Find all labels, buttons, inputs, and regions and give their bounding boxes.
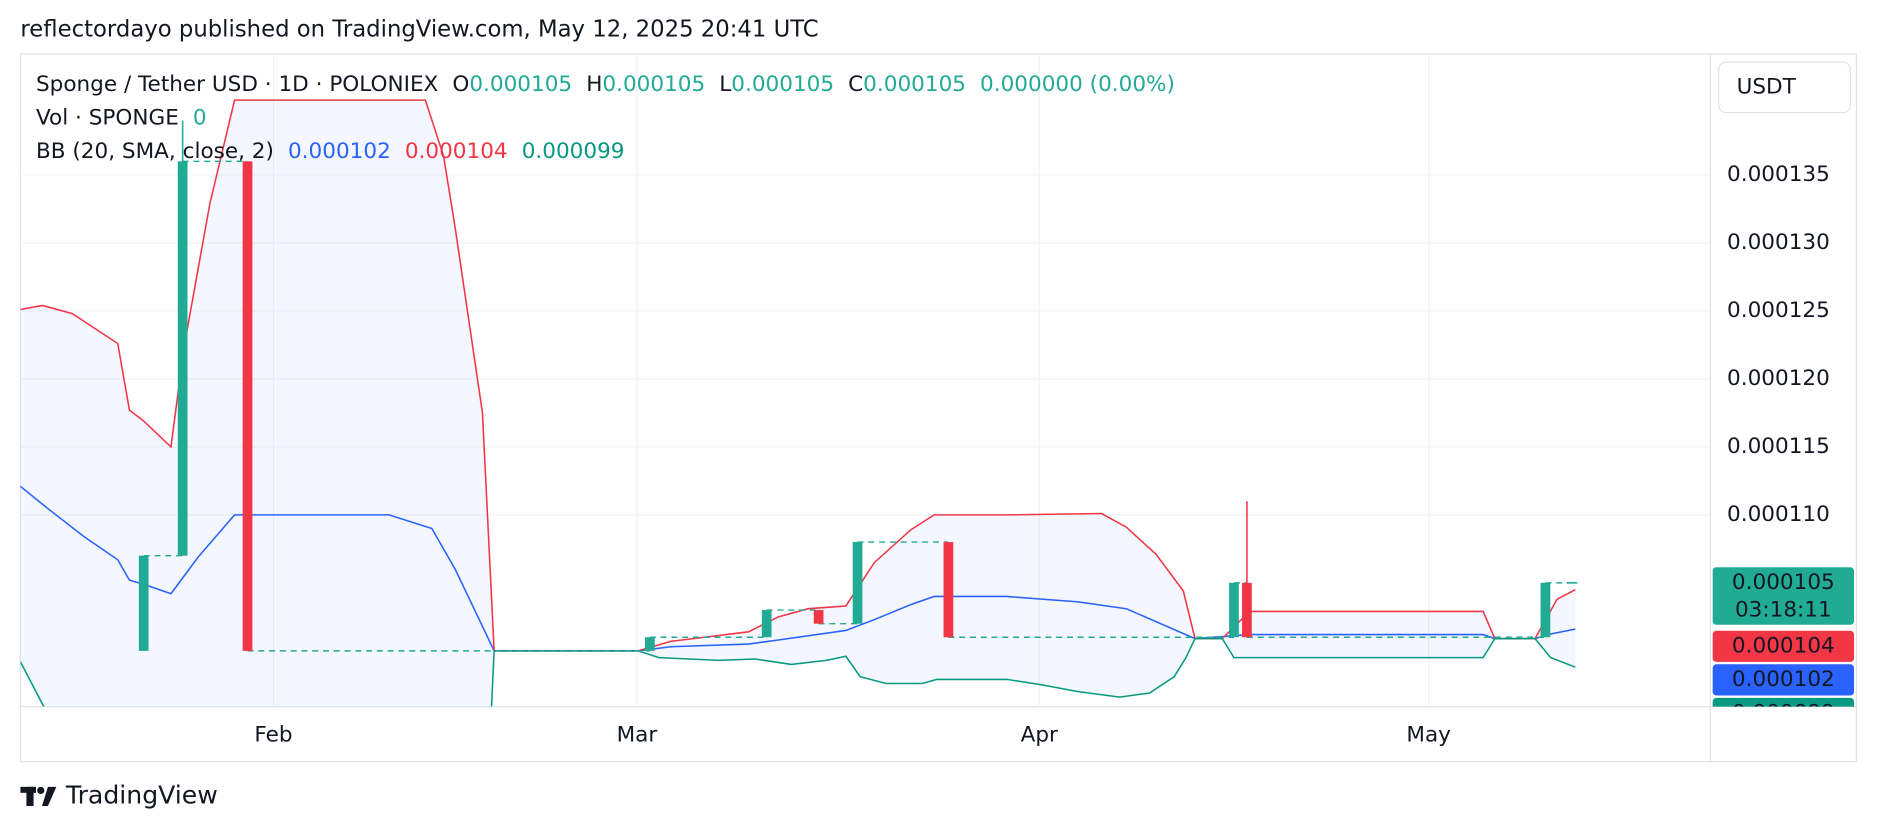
ohlc-label: O <box>452 72 469 97</box>
currency-button[interactable] <box>1718 61 1852 114</box>
volume-legend: Vol · SPONGE 0 <box>36 106 207 131</box>
volume-value: 0 <box>193 106 207 131</box>
brand-logo <box>20 786 57 807</box>
band-price-box <box>1712 697 1854 707</box>
band-price-box <box>1712 664 1854 696</box>
publish-info: reflectordayo published on TradingView.c… <box>20 16 818 42</box>
y-tick-label: 0.000110 <box>1727 502 1830 527</box>
indicator-value: 0.000104 <box>405 139 508 164</box>
ohlc-label: L <box>719 72 731 97</box>
candle-body <box>645 637 655 651</box>
indicator-legend: BB (20, SMA, close, 2) 0.000102 0.000104… <box>36 139 625 164</box>
y-tick-label: 0.000120 <box>1727 366 1830 391</box>
candle-body <box>1540 582 1551 638</box>
symbol-legend: Sponge / Tether USD · 1D · POLONIEX O0.0… <box>36 72 1175 97</box>
candle-body <box>1229 582 1239 638</box>
currency-label: USDT <box>1737 74 1797 99</box>
x-tick-label: Mar <box>617 722 658 747</box>
candle-body <box>242 161 253 651</box>
ohlc-value: 0.000105 <box>731 72 834 97</box>
x-tick-label: May <box>1406 722 1451 747</box>
change-value: 0.000000 (0.00%) <box>980 72 1175 97</box>
y-tick-label: 0.000125 <box>1727 298 1830 323</box>
band-price-label: 0.000102 <box>1732 667 1835 692</box>
chart-frame <box>19 53 1857 763</box>
indicator-value: 0.000099 <box>522 139 625 164</box>
brand-name: TradingView <box>65 780 218 809</box>
band-fill <box>20 100 1576 707</box>
candle-body <box>177 161 188 556</box>
ohlc-label: H <box>586 72 602 97</box>
candle-body <box>943 542 954 638</box>
candle-body <box>813 610 824 624</box>
candle-body <box>1242 582 1252 638</box>
band-price-label: 0.000099 <box>1732 700 1835 725</box>
last-price-box <box>1712 567 1854 625</box>
x-tick-label: Feb <box>254 722 292 747</box>
countdown-label: 03:18:11 <box>1735 597 1832 622</box>
band-price-label: 0.000104 <box>1732 633 1835 658</box>
indicator-value: 0.000102 <box>288 139 391 164</box>
last-price-label: 0.000105 <box>1732 570 1835 595</box>
band-price-box <box>1712 630 1854 662</box>
y-tick-label: 0.000130 <box>1727 230 1830 255</box>
y-tick-label: 0.000115 <box>1727 434 1830 459</box>
indicator-name: BB (20, SMA, close, 2) <box>36 139 274 164</box>
candle-body <box>761 610 772 638</box>
ohlc-value: 0.000105 <box>469 72 572 97</box>
y-tick-label: 0.000135 <box>1727 162 1830 187</box>
volume-name: Vol · SPONGE <box>36 106 179 131</box>
ohlc-value: 0.000105 <box>863 72 966 97</box>
x-tick-label: Apr <box>1021 722 1058 747</box>
ohlc-label: C <box>848 72 863 97</box>
candle-body <box>138 555 149 651</box>
ohlc-value: 0.000105 <box>602 72 705 97</box>
symbol-title: Sponge / Tether USD · 1D · POLONIEX <box>36 72 439 97</box>
band-line <box>20 637 1576 707</box>
candle-body <box>852 542 863 624</box>
